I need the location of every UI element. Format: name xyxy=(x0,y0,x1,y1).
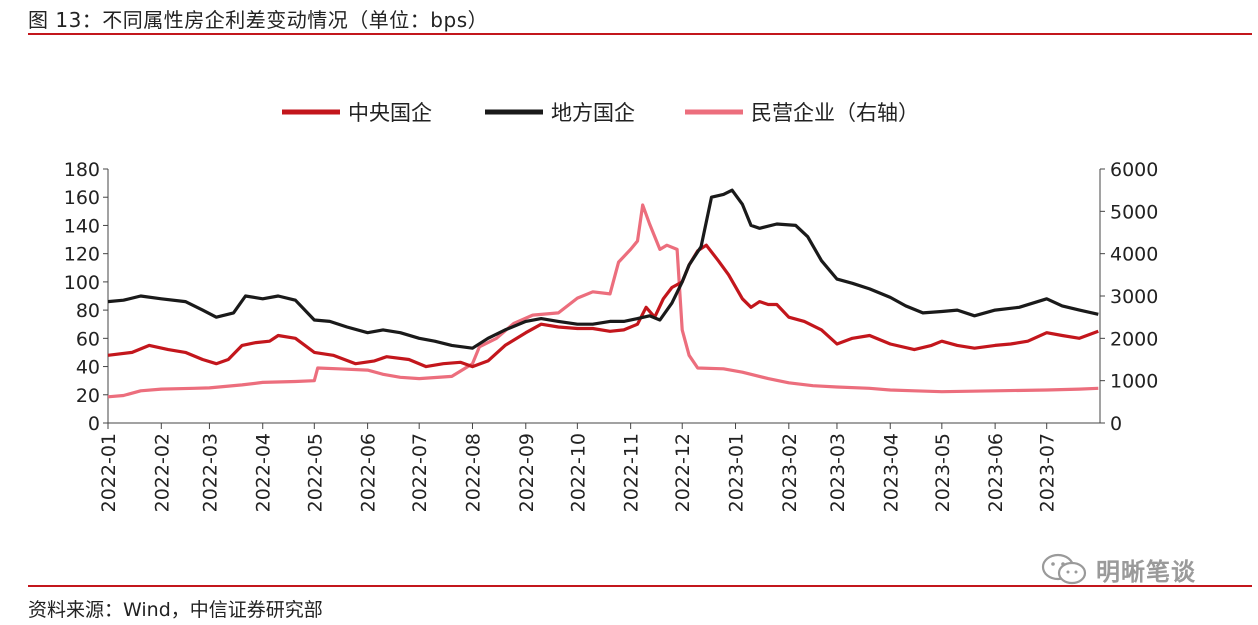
bottom-divider xyxy=(28,585,1252,587)
chart-legend: 中央国企 地方国企 民营企业（右轴） xyxy=(282,101,919,125)
watermark-text: 明晰笔谈 xyxy=(1096,557,1196,586)
legend-label: 民营企业（右轴） xyxy=(751,101,919,125)
x-tick-label: 2022-06 xyxy=(358,433,380,512)
x-tick-label: 2022-09 xyxy=(516,433,538,512)
series-line xyxy=(107,243,1099,369)
source-note: 资料来源：Wind，中信证券研究部 xyxy=(28,599,323,621)
x-tick-label: 2023-04 xyxy=(880,433,902,512)
wechat-icon xyxy=(1041,553,1087,585)
watermark: 明晰笔谈 xyxy=(1040,552,1196,586)
x-tick-label: 2023-07 xyxy=(1037,433,1059,512)
x-tick-label: 2023-01 xyxy=(726,433,748,512)
y-left-tick-label: 80 xyxy=(76,300,100,322)
y-right-tick-label: 3000 xyxy=(1110,286,1158,308)
y-left-tick-label: 0 xyxy=(88,413,100,435)
y-left-tick-label: 20 xyxy=(76,385,100,407)
y-left-tick-label: 120 xyxy=(64,244,100,266)
line-chart: 中央国企 地方国企 民营企业（右轴） 0 20 40 60 80 100 120 140 160 18… xyxy=(64,101,1159,512)
x-tick-label: 2023-03 xyxy=(827,433,849,512)
y-right-tick-label: 6000 xyxy=(1110,159,1158,181)
y-right-tick-label: 1000 xyxy=(1110,371,1158,393)
y-left-tick-label: 100 xyxy=(64,272,100,294)
x-tick-label: 2022-12 xyxy=(672,433,694,512)
x-tick-label: 2023-05 xyxy=(932,433,954,512)
series-line xyxy=(107,203,1099,399)
series-line xyxy=(107,188,1099,350)
legend-label: 地方国企 xyxy=(551,101,635,125)
y-left-tick-label: 40 xyxy=(76,357,100,379)
x-tick-label: 2022-02 xyxy=(151,433,173,512)
figure-title: 图 13：不同属性房企利差变动情况（单位：bps） xyxy=(28,8,489,32)
x-tick-label: 2022-10 xyxy=(567,433,589,512)
y-right-tick-label: 2000 xyxy=(1110,328,1158,350)
x-tick-label: 2022-11 xyxy=(621,433,643,512)
x-tick-label: 2023-06 xyxy=(985,433,1007,512)
y-left-tick-label: 180 xyxy=(64,159,100,181)
x-tick-label: 2022-08 xyxy=(462,433,484,512)
x-tick-label: 2022-07 xyxy=(409,433,431,512)
y-left-tick-label: 60 xyxy=(76,328,100,350)
x-tick-label: 2022-03 xyxy=(199,433,221,512)
y-right-tick-label: 0 xyxy=(1110,413,1122,435)
legend-label: 中央国企 xyxy=(348,101,432,125)
y-right-tick-label: 5000 xyxy=(1110,201,1158,223)
y-right-tick-label: 4000 xyxy=(1110,244,1158,266)
x-tick-label: 2022-05 xyxy=(304,433,326,512)
y-left-tick-label: 160 xyxy=(64,187,100,209)
x-tick-label: 2023-02 xyxy=(779,433,801,512)
x-tick-label: 2022-04 xyxy=(253,433,275,512)
chart-axes: 0 20 40 60 80 100 120 140 160 180 0 1000 2000 3000 400… xyxy=(64,159,1159,512)
x-tick-label: 2022-01 xyxy=(98,433,120,512)
chart-series xyxy=(107,188,1099,399)
top-divider xyxy=(28,33,1252,35)
y-left-tick-label: 140 xyxy=(64,215,100,237)
